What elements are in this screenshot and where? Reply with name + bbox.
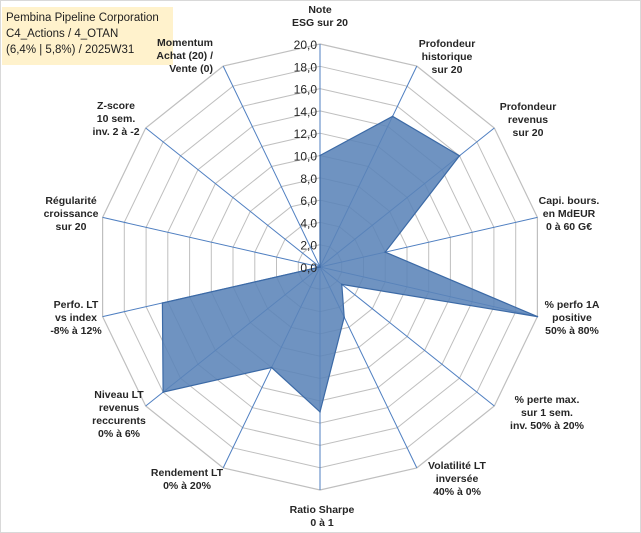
category-label: Capi. bours. en MdEUR 0 à 60 G€	[539, 195, 600, 233]
category-label: % perte max. sur 1 sem. inv. 50% à 20%	[510, 394, 585, 432]
data-point	[319, 411, 321, 413]
r-tick-label: 12,0	[294, 127, 318, 141]
data-point	[391, 115, 394, 118]
data-point	[162, 391, 164, 393]
chart-title-line-1: Pembina Pipeline Corporation	[6, 12, 159, 24]
data-point	[341, 283, 343, 286]
category-label: Z-score 10 sem. inv. 2 à -2	[92, 100, 139, 138]
category-label: % perfo 1A positive 50% à 80%	[545, 299, 600, 337]
category-label: Rendement LT 0% à 20%	[151, 467, 224, 492]
series-layer	[161, 115, 539, 414]
data-point	[270, 366, 273, 369]
category-label: Momentum Achat (20) / Vente (0)	[156, 37, 213, 75]
data-point	[161, 302, 164, 304]
r-tick-label: 2,0	[300, 239, 317, 253]
axis-spoke	[319, 266, 495, 407]
category-label: Régularité croissance sur 20	[44, 195, 99, 233]
category-label: Note ESG sur 20	[292, 4, 348, 29]
tick-label-layer: 0,0 2,0 4,0 6,0 8,0 10,0 12,0 14,0 16,0 18,0 20,0	[294, 38, 318, 275]
r-tick-label: 6,0	[300, 194, 317, 208]
data-point	[319, 266, 321, 268]
r-tick-label: 14,0	[294, 105, 318, 119]
axis-spoke	[222, 65, 321, 268]
r-tick-label: 16,0	[294, 83, 318, 97]
r-tick-label: 10,0	[294, 150, 318, 164]
category-label-layer: Note ESG sur 20 Profondeur historique sur 20…	[44, 4, 600, 529]
category-label: Ratio Sharpe 0 à 1	[290, 504, 355, 529]
category-label: Profondeur historique sur 20	[419, 38, 476, 76]
data-point	[536, 315, 539, 318]
axis-spoke	[102, 216, 321, 268]
chart-title-line-3: (6,4% | 5,8%) / 2025W31	[6, 44, 135, 56]
axis-spoke	[145, 127, 321, 268]
data-point	[343, 316, 346, 319]
r-tick-label: 18,0	[294, 60, 318, 74]
category-label: Niveau LT revenus reccurents 0% à 6%	[92, 389, 146, 440]
chart-title-box: Pembina Pipeline Corporation C4_Actions …	[2, 7, 173, 65]
r-tick-label: 8,0	[300, 172, 317, 186]
r-tick-label: 4,0	[300, 216, 317, 230]
r-tick-label: 0,0	[300, 261, 317, 275]
data-point	[458, 155, 461, 157]
data-point	[319, 154, 321, 157]
r-tick-label: 20,0	[294, 38, 318, 52]
chart-title-line-2: C4_Actions / 4_OTAN	[6, 28, 119, 40]
category-label: Perfo. LT vs index -8% à 12%	[50, 299, 102, 337]
series-area	[161, 115, 538, 414]
category-label: Profondeur revenus sur 20	[500, 101, 557, 139]
category-label: Volatilité LT inversée 40% à 0%	[428, 460, 487, 498]
data-point	[384, 251, 387, 253]
